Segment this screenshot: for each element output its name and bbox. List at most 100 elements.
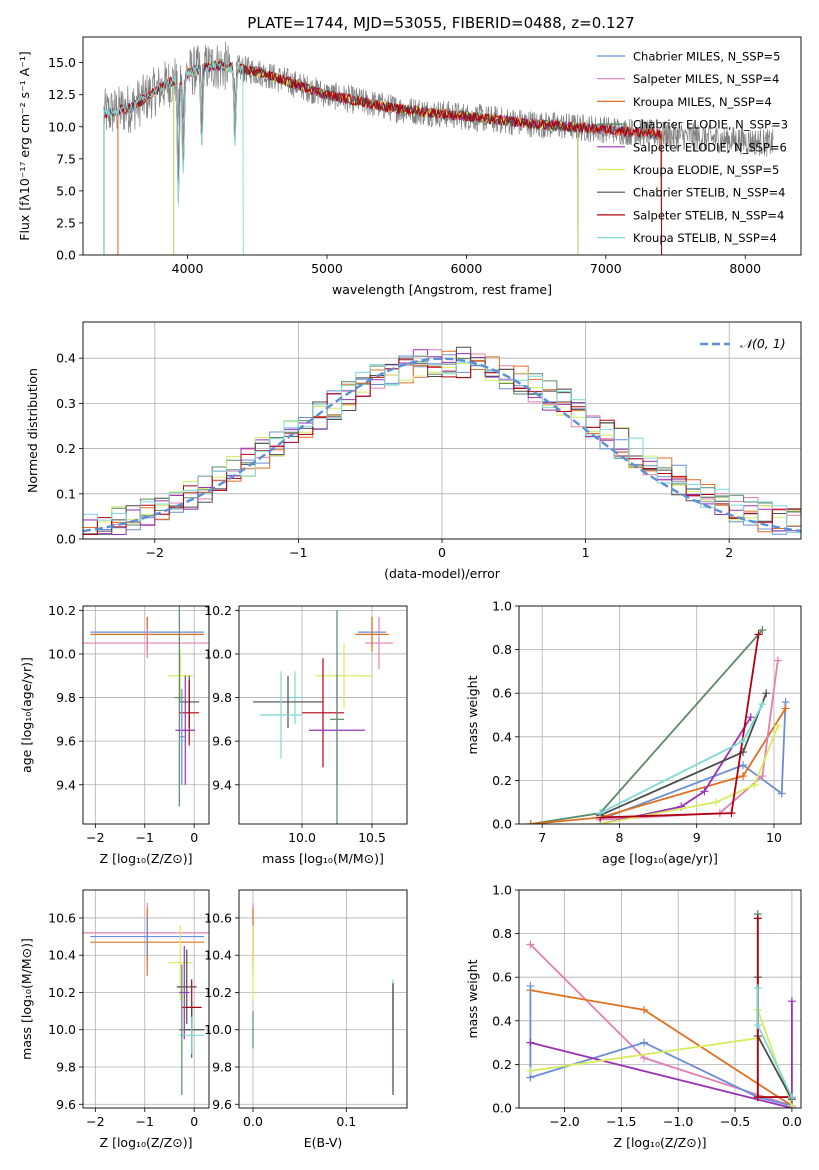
y-tick-label: 10.0 [48, 1022, 76, 1037]
y-tick-label: 10.0 [48, 646, 76, 661]
y-tick-label: 0.2 [492, 1057, 512, 1072]
x-tick-label: −1 [136, 830, 154, 845]
mass-weight-marker-km [781, 704, 790, 713]
y-tick-label: 9.6 [212, 1097, 232, 1112]
y-tick-label: 0.2 [492, 773, 512, 788]
x-axis-label: Z [log₁₀(Z/Z⊙)] [100, 851, 193, 866]
mass-weight-line-sm [529, 943, 793, 1107]
model-spectrum-line-sm [117, 61, 663, 255]
x-tick-label: −2.0 [549, 1114, 579, 1129]
y-tick-label: 9.8 [212, 690, 232, 705]
age-vs-metallicity-panel: −2 −1 0 9.4 9.6 9.8 10.0 10.2 Z [log₁₀(Z/Z⊙)] age… [19, 603, 210, 866]
x-tick-label: 5000 [311, 261, 343, 276]
legend-label: 𝒩(0, 1) [740, 336, 786, 351]
legend-label: Kroupa STELIB, N_SSP=4 [633, 231, 777, 245]
mass-weight-line-ce [756, 914, 792, 1098]
x-tick-label: 7000 [590, 261, 622, 276]
x-tick-label: 0.0 [782, 1114, 802, 1129]
model-spectrum-line-ks [103, 61, 244, 255]
y-axis-label: age [log₁₀(age/yr)] [19, 657, 34, 773]
mass-weight-marker-ss [753, 1093, 762, 1102]
mass-vs-extinction-panel: 0.0 0.1 9.6 9.8 10.0 10.2 10.4 10.6 E(B-V) [204, 889, 408, 1150]
mass-weight-line-se [530, 1001, 793, 1108]
y-tick-label: 10.2 [48, 603, 76, 618]
error-bars [83, 903, 209, 1095]
mass-weight-line-ss [756, 918, 792, 1098]
error-bars [83, 606, 209, 807]
model-spectrum-line-cm [117, 60, 663, 255]
x-tick-label: −1 [136, 1114, 154, 1129]
y-tick-label: 10.6 [48, 910, 76, 925]
mass-weight-vs-age-panel: 7 8 9 10 0.0 0.2 0.4 0.6 0.8 1.0 age [log₁₀(age/yr… [465, 599, 802, 866]
axes-frame [82, 36, 802, 256]
y-tick-label: 1.0 [492, 599, 512, 614]
mass-weight-line-km [530, 989, 793, 1107]
spectrum-lines [103, 41, 774, 255]
y-tick-label: 10.0 [204, 1022, 232, 1037]
legend-label: Salpeter MILES, N_SSP=4 [633, 72, 779, 86]
y-tick-label: 10.6 [204, 910, 232, 925]
mass-weight-marker-cm [739, 761, 748, 770]
x-tick-label: −1.5 [606, 1114, 636, 1129]
y-axis-label: Flux [fλ10⁻¹⁷ erg cm⁻² s⁻¹ A⁻¹] [17, 51, 32, 240]
spectrum-title: PLATE=1744, MJD=53055, FIBERID=0488, z=0… [247, 14, 634, 32]
y-tick-label: 9.8 [56, 1060, 76, 1075]
x-tick-label: 8000 [729, 261, 761, 276]
x-tick-label: −2 [86, 830, 104, 845]
axes-frame [82, 321, 802, 540]
y-tick-label: 1.0 [492, 883, 512, 898]
y-tick-label: 9.6 [56, 734, 76, 749]
axes-frame [82, 605, 210, 825]
axes-frame [518, 889, 802, 1109]
legend-label: Kroupa MILES, N_SSP=4 [633, 95, 772, 109]
y-tick-label: 0.0 [56, 248, 76, 263]
mass-weight-marker-ke [750, 780, 759, 789]
mass-weight-marker-se [787, 997, 796, 1006]
x-axis-label: (data-model)/error [384, 566, 501, 581]
x-tick-label: 2 [725, 545, 733, 560]
mass-weight-marker-km [526, 820, 535, 824]
mass-weight-line-ks [756, 988, 793, 1098]
axes-frame [238, 605, 408, 825]
y-tick-label: 7.5 [56, 151, 76, 166]
y-tick-label: 15.0 [48, 55, 76, 70]
mass-weight-marker-ke [526, 1066, 535, 1075]
age-vs-mass-panel: 10.0 10.5 9.4 9.6 9.8 10.0 10.2 mass [log₁₀(M/M… [204, 603, 408, 866]
x-tick-label: 10 [766, 830, 782, 845]
y-tick-label: 9.6 [56, 1097, 76, 1112]
mass-weight-marker-ks [739, 737, 748, 746]
x-tick-label: −0.5 [720, 1114, 750, 1129]
y-tick-label: 0.4 [56, 351, 76, 366]
x-tick-label: 0 [190, 830, 198, 845]
x-tick-label: 7 [538, 830, 546, 845]
y-tick-label: 0.3 [56, 396, 76, 411]
legend-label: Chabrier MILES, N_SSP=5 [633, 50, 780, 64]
axes-frame [82, 889, 210, 1109]
mass-weight-marker-cm [526, 981, 535, 990]
mass-weight-marker-cm [640, 1038, 649, 1047]
axes-frame [238, 889, 408, 1109]
x-tick-label: −1 [289, 545, 307, 560]
residual-histogram-panel: −2 −1 0 1 2 0.0 0.1 0.2 0.3 0.4 (data-model)/error… [25, 321, 802, 581]
mass-weight-marker-sm [773, 656, 782, 665]
y-tick-label: 10.2 [204, 603, 232, 618]
mass-vs-metallicity-panel: −2 −1 0 9.6 9.8 10.0 10.2 10.4 10.6 Z [log₁₀(Z/Z⊙… [19, 889, 210, 1150]
y-tick-label: 10.0 [48, 119, 76, 134]
x-axis-label: E(B-V) [304, 1135, 343, 1150]
x-axis-label: Z [log₁₀(Z/Z⊙)] [100, 1135, 193, 1150]
y-axis-label: Normed distribution [25, 368, 40, 493]
y-tick-label: 2.5 [56, 215, 76, 230]
x-tick-label: 8 [615, 830, 623, 845]
mass-weight-marker-ce [758, 625, 767, 634]
error-bars [252, 903, 394, 1095]
axes-frame [518, 605, 802, 825]
mass-weight-marker-se [526, 1038, 535, 1047]
mass-weight-line-km [530, 708, 787, 824]
mass-weight-marker-km [739, 772, 748, 781]
error-bars [253, 610, 393, 824]
y-tick-label: 0.0 [492, 817, 512, 832]
y-tick-label: 9.4 [56, 777, 76, 792]
histogram-step-ks [83, 355, 801, 533]
mass-weight-marker-ke [773, 721, 782, 730]
